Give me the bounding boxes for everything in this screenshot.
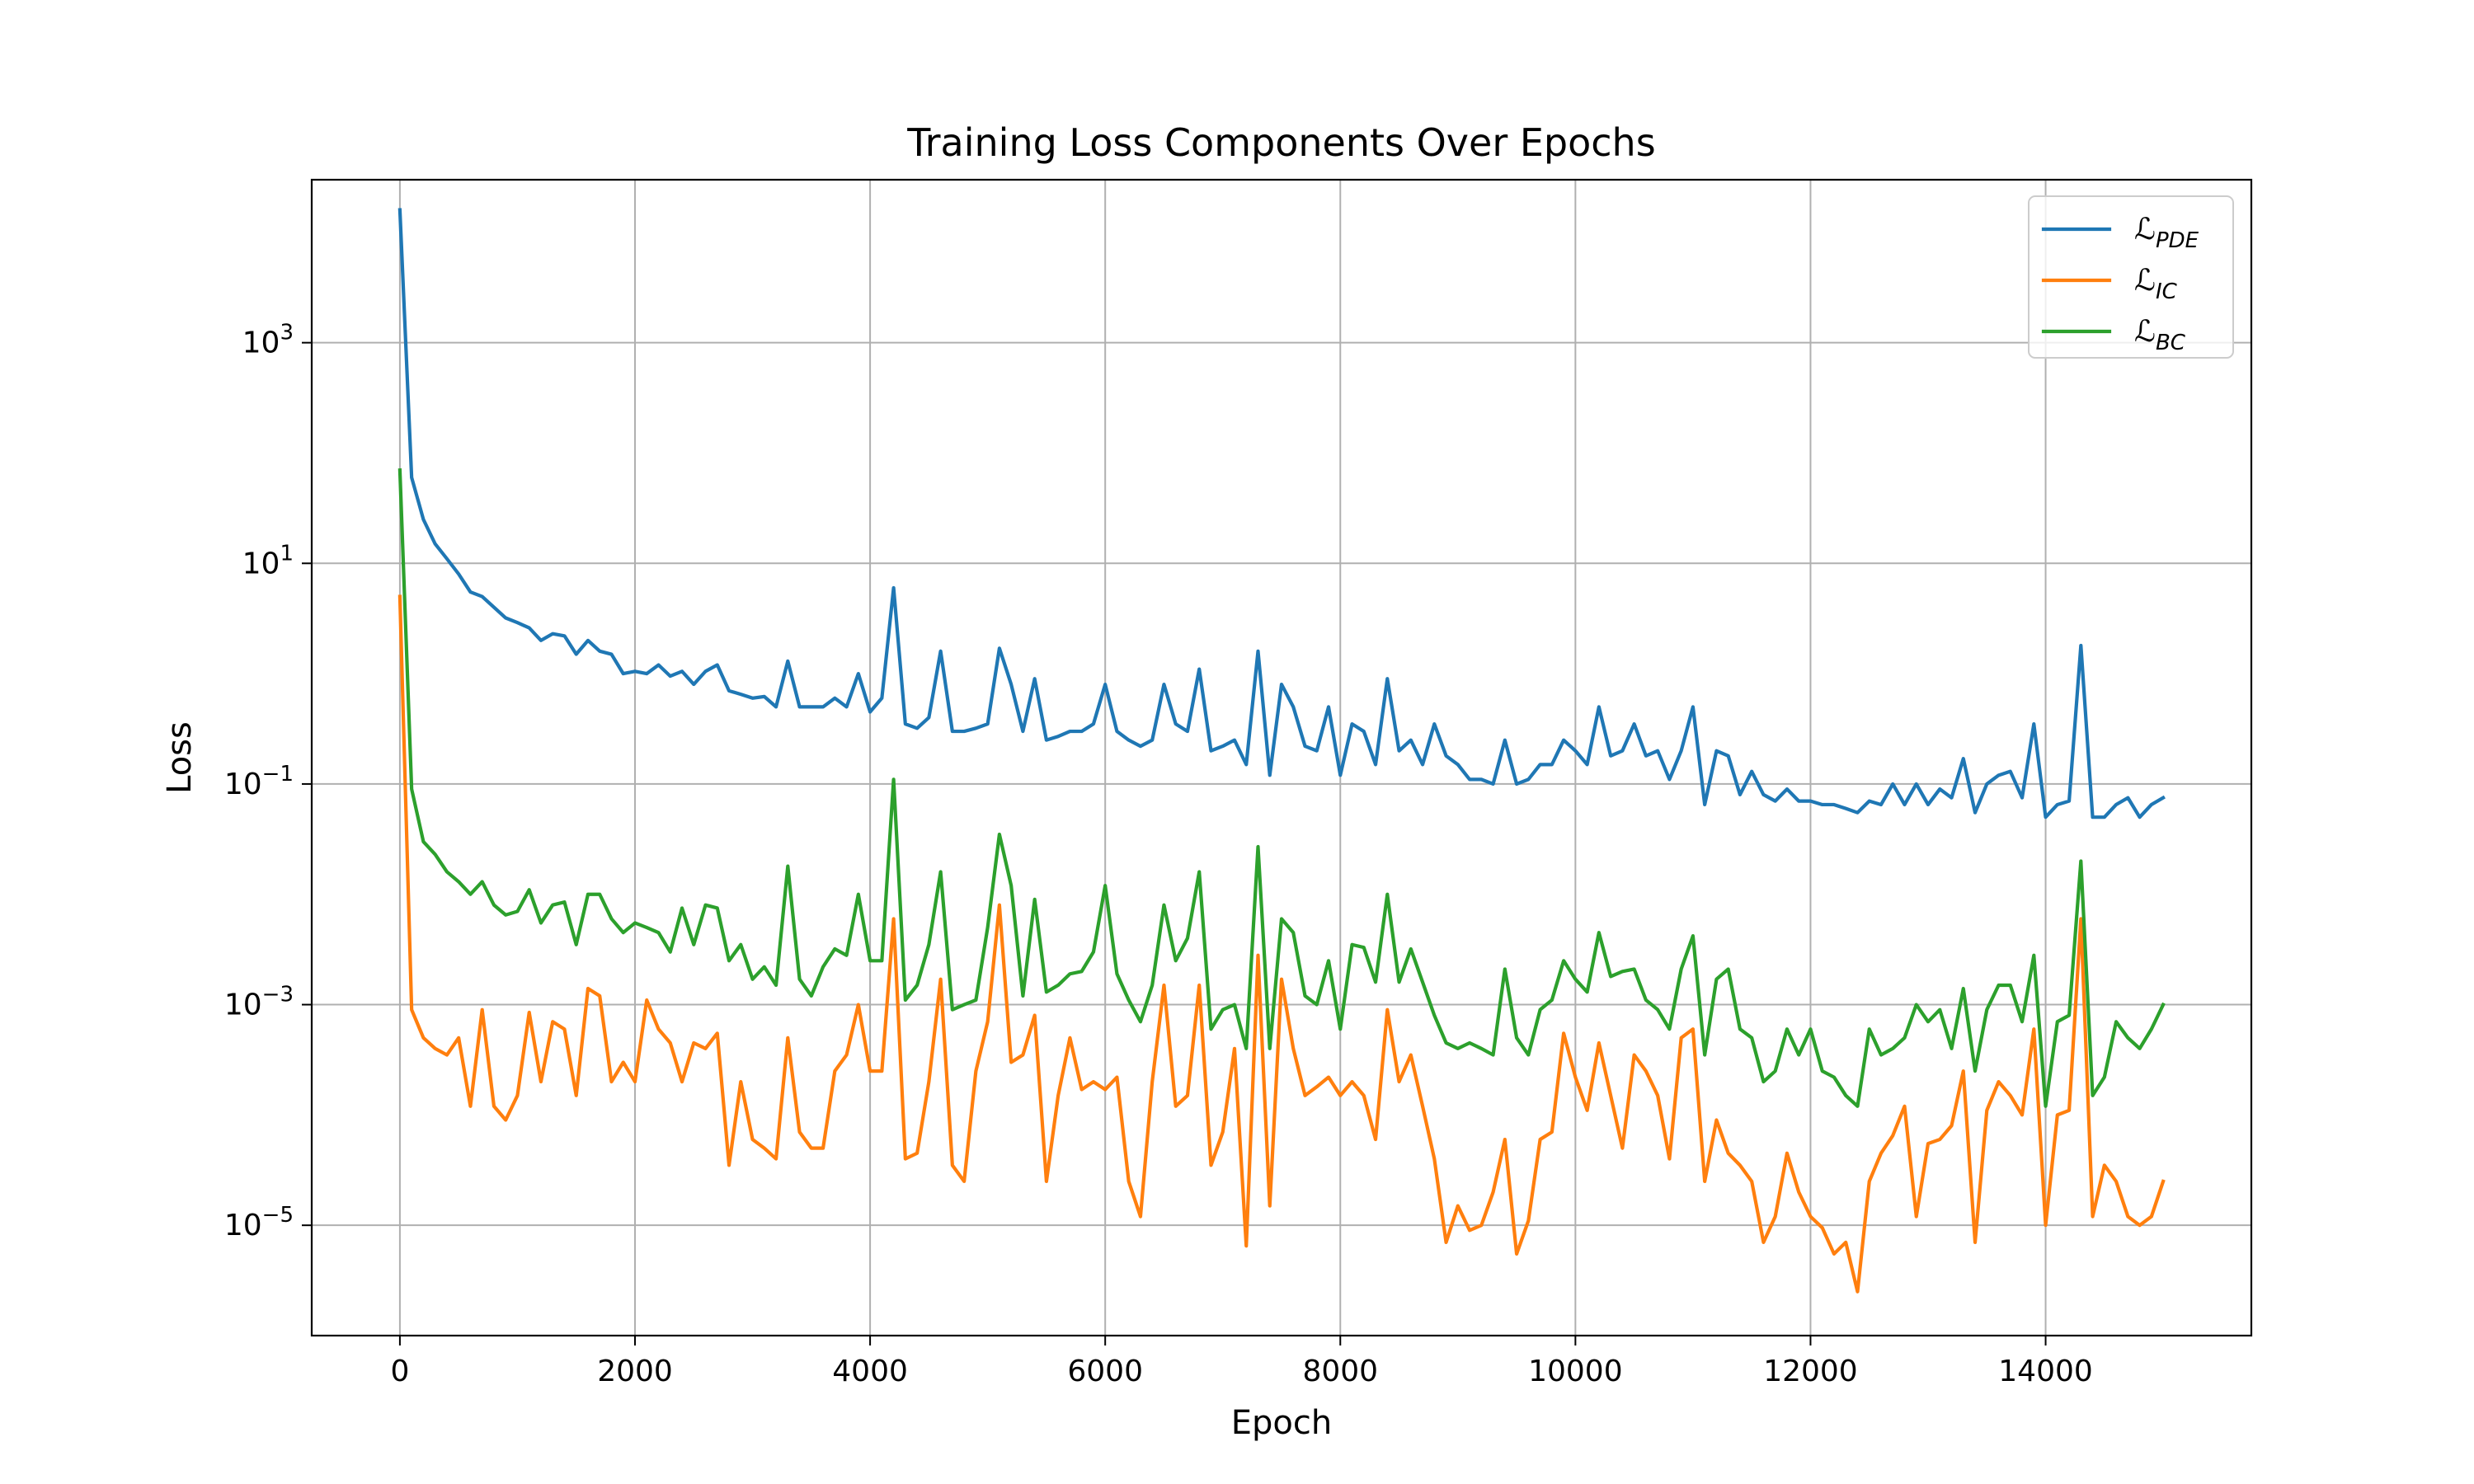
x-tick-label: 2000 (597, 1355, 673, 1388)
x-axis-label: Epoch (1231, 1404, 1332, 1442)
y-tick-label: 101 (242, 541, 294, 580)
x-tick-label: 6000 (1067, 1355, 1143, 1388)
chart-title: Training Loss Components Over Epochs (906, 120, 1655, 165)
x-tick-label: 12000 (1763, 1355, 1858, 1388)
legend: ℒPDE ℒIC ℒBC (2028, 195, 2234, 359)
series-layer (397, 208, 2166, 1294)
y-tick-label: 103 (242, 321, 294, 360)
y-axis-label: Loss (161, 721, 199, 794)
y-tick-label: 10−1 (224, 762, 294, 801)
series-line-bc (397, 468, 2166, 1108)
legend-label-bc: ℒBC (2134, 315, 2186, 355)
y-tick-label: 10−3 (224, 983, 294, 1022)
grid-layer (312, 180, 2251, 1336)
x-tick-label: 14000 (1998, 1355, 2093, 1388)
x-tick-label: 8000 (1302, 1355, 1378, 1388)
legend-label-pde: ℒPDE (2134, 213, 2199, 253)
y-axis: 103 101 10−1 10−3 10−5 (224, 321, 312, 1242)
series-line-pde (397, 208, 2166, 819)
legend-box (2028, 195, 2234, 359)
x-tick-label: 4000 (832, 1355, 908, 1388)
x-tick-label: 10000 (1528, 1355, 1623, 1388)
series-line-ic (397, 594, 2166, 1294)
legend-label-ic: ℒIC (2134, 264, 2178, 304)
plot-area-background (312, 180, 2251, 1336)
x-tick-label: 0 (390, 1355, 409, 1388)
plot-frame (310, 178, 2253, 1337)
y-tick-label: 10−5 (224, 1203, 294, 1242)
x-axis: 0 2000 4000 6000 8000 10000 12000 14000 (390, 1336, 2093, 1388)
